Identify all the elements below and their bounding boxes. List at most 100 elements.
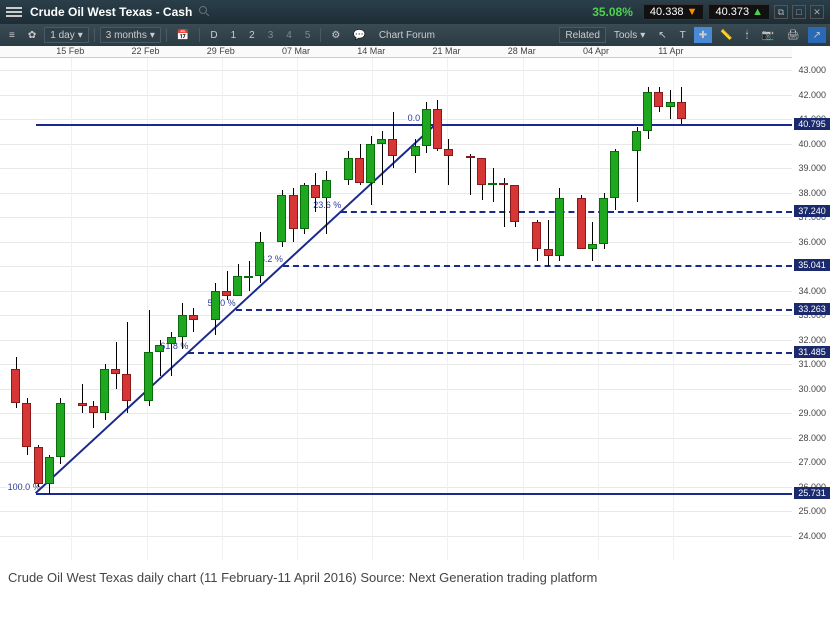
candle[interactable]: [377, 131, 386, 185]
candle[interactable]: [643, 87, 652, 138]
fib-line[interactable]: [341, 211, 792, 213]
candle[interactable]: [277, 190, 286, 246]
candle[interactable]: [577, 195, 586, 249]
fib-line[interactable]: [36, 124, 792, 126]
calendar-icon[interactable]: 📅: [172, 27, 194, 43]
candle[interactable]: [677, 87, 686, 124]
candle[interactable]: [300, 183, 309, 234]
candle[interactable]: [544, 220, 553, 267]
candle[interactable]: [466, 154, 475, 196]
candle[interactable]: [654, 87, 663, 111]
candle-icon[interactable]: 🕯: [741, 27, 754, 43]
candle[interactable]: [344, 151, 353, 185]
candle[interactable]: [56, 398, 65, 464]
candle[interactable]: [144, 310, 153, 406]
ruler-icon[interactable]: 📏: [715, 27, 737, 43]
period-3[interactable]: 3: [263, 27, 279, 43]
candle[interactable]: [289, 188, 298, 242]
candle[interactable]: [632, 127, 641, 203]
settings-icon[interactable]: ⚙: [326, 27, 345, 43]
cursor-icon[interactable]: ↖: [653, 27, 671, 43]
candle[interactable]: [78, 384, 87, 413]
arrow-down-icon: ▼: [687, 6, 698, 18]
candle[interactable]: [322, 171, 331, 235]
candle[interactable]: [45, 455, 54, 494]
candle[interactable]: [255, 232, 264, 283]
candle[interactable]: [388, 112, 397, 168]
candle[interactable]: [233, 264, 242, 296]
range-dropdown[interactable]: 3 months ▾: [100, 27, 161, 43]
share-icon[interactable]: ↗: [808, 27, 826, 43]
crosshair-icon[interactable]: ✚: [694, 27, 712, 43]
x-tick-label: 22 Feb: [132, 46, 160, 56]
y-tick-label: 30.000: [798, 384, 826, 394]
text-icon[interactable]: T: [675, 27, 691, 43]
candle[interactable]: [189, 308, 198, 332]
candle[interactable]: [355, 144, 364, 186]
bid-quote[interactable]: 40.338▼: [643, 4, 705, 20]
candle[interactable]: [155, 340, 164, 377]
search-icon[interactable]: [198, 5, 210, 20]
print-icon[interactable]: 🖨: [782, 27, 805, 43]
candle[interactable]: [488, 168, 497, 202]
candle[interactable]: [422, 102, 431, 153]
period-D[interactable]: D: [205, 27, 222, 43]
fib-price-tag: 33.263: [794, 303, 830, 315]
ask-quote[interactable]: 40.373▲: [708, 4, 770, 20]
candle[interactable]: [411, 139, 420, 173]
x-tick-label: 04 Apr: [583, 46, 609, 56]
menu2-icon[interactable]: ≡: [4, 27, 20, 43]
forum-link[interactable]: Chart Forum: [374, 27, 440, 43]
candle[interactable]: [532, 220, 541, 262]
candle[interactable]: [211, 283, 220, 334]
candle[interactable]: [666, 90, 675, 119]
gear-icon[interactable]: ✿: [23, 27, 41, 43]
candle[interactable]: [555, 188, 564, 261]
caption: Crude Oil West Texas daily chart (11 Feb…: [0, 560, 830, 595]
candle[interactable]: [311, 173, 320, 212]
candle[interactable]: [366, 136, 375, 205]
candle[interactable]: [122, 322, 131, 413]
fib-line[interactable]: [188, 352, 792, 354]
interval-dropdown[interactable]: 1 day ▾: [44, 27, 89, 43]
pct-change: 35.08%: [592, 5, 633, 19]
chat-icon[interactable]: 💬: [348, 27, 370, 43]
fib-line[interactable]: [36, 493, 792, 495]
period-1[interactable]: 1: [226, 27, 242, 43]
plot-area[interactable]: 15 Feb22 Feb29 Feb07 Mar14 Mar21 Mar28 M…: [0, 46, 830, 560]
candle[interactable]: [444, 139, 453, 186]
related-dropdown[interactable]: Related: [559, 27, 605, 43]
y-tick-label: 38.000: [798, 188, 826, 198]
period-4[interactable]: 4: [281, 27, 297, 43]
candle[interactable]: [599, 193, 608, 249]
candle[interactable]: [100, 364, 109, 420]
candle[interactable]: [610, 149, 619, 210]
candle[interactable]: [499, 178, 508, 227]
candle[interactable]: [111, 342, 120, 389]
fib-line[interactable]: [283, 265, 792, 267]
candle[interactable]: [222, 271, 231, 300]
close-icon[interactable]: ✕: [810, 5, 824, 19]
candle[interactable]: [433, 100, 442, 151]
candle[interactable]: [167, 332, 176, 376]
x-axis: 15 Feb22 Feb29 Feb07 Mar14 Mar21 Mar28 M…: [0, 46, 792, 58]
candle[interactable]: [178, 303, 187, 350]
period-2[interactable]: 2: [244, 27, 260, 43]
candle[interactable]: [34, 445, 43, 487]
menu-icon[interactable]: [6, 7, 22, 17]
candle[interactable]: [588, 222, 597, 261]
camera-icon[interactable]: 📷: [756, 27, 778, 43]
tools-dropdown[interactable]: Tools ▾: [609, 27, 650, 43]
y-tick-label: 42.000: [798, 90, 826, 100]
period-5[interactable]: 5: [300, 27, 316, 43]
candle[interactable]: [510, 185, 519, 227]
candle[interactable]: [11, 357, 20, 408]
popout-icon[interactable]: ⧉: [774, 5, 788, 19]
candle[interactable]: [89, 401, 98, 428]
y-tick-label: 43.000: [798, 65, 826, 75]
candle[interactable]: [244, 261, 253, 290]
candle[interactable]: [22, 398, 31, 454]
fib-line[interactable]: [236, 309, 792, 311]
candle[interactable]: [477, 158, 486, 200]
maximize-icon[interactable]: □: [792, 5, 806, 19]
